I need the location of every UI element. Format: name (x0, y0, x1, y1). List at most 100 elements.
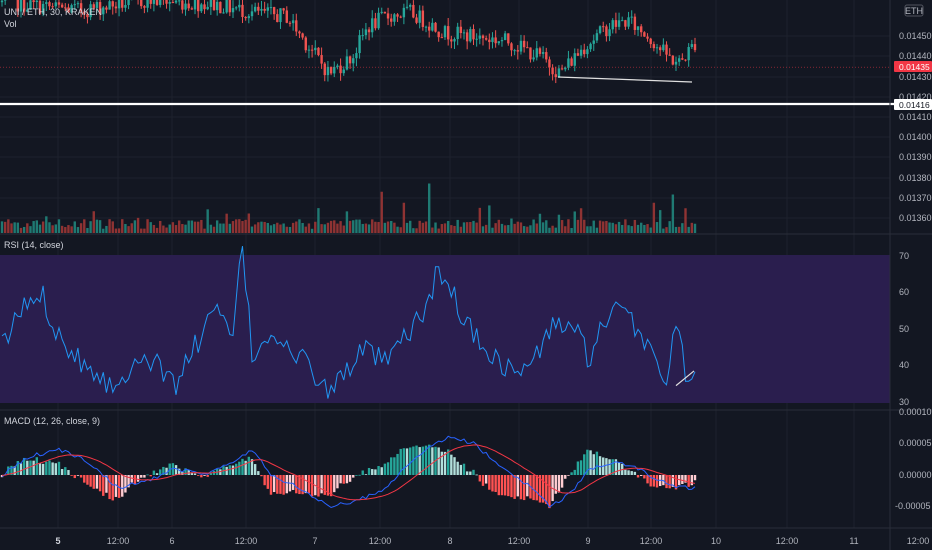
volume-bar (459, 226, 463, 233)
macd-histogram-bar (611, 459, 614, 475)
candle-body (418, 10, 421, 23)
price-axis[interactable]: ETH 0.01450 0.01440 0.01430 0.01420 0.01… (894, 4, 932, 223)
symbol-legend[interactable]: UNI / ETH, 30, KRAKEN (4, 7, 102, 17)
candle-body (355, 53, 358, 59)
candle-body (288, 22, 292, 24)
candle-body (215, 1, 219, 11)
macd-histogram-bar (124, 475, 127, 493)
candle-body (396, 14, 399, 17)
candle-body (576, 53, 580, 56)
candle-body (35, 0, 39, 3)
macd-histogram-bar (424, 445, 428, 475)
price-tick: 0.01440 (899, 51, 932, 61)
volume-bar (402, 202, 406, 233)
macd-histogram-bar (67, 470, 70, 475)
candle-body (674, 61, 678, 65)
volume-bar (424, 221, 428, 233)
rsi-trend-line[interactable] (675, 370, 695, 387)
macd-histogram-bar (513, 475, 516, 499)
volume-bar (684, 208, 687, 233)
volume-bar (450, 225, 453, 233)
volume-bar (579, 208, 583, 233)
candle-body (434, 22, 437, 32)
candle-body (203, 4, 206, 10)
volume-bar (193, 221, 197, 233)
volume-bar (339, 221, 342, 233)
rsi-axis[interactable]: 70 60 50 40 30 (899, 251, 909, 407)
macd-histogram-bar (238, 461, 241, 475)
time-tick: 12:00 (235, 536, 258, 546)
volume-bar (73, 221, 76, 233)
candle-body (152, 0, 156, 4)
volume-bar (133, 220, 137, 233)
candle-body (79, 3, 83, 12)
volume-bar (551, 225, 554, 233)
candle-body (386, 13, 390, 19)
volume-bar (386, 221, 390, 233)
candle-body (187, 3, 190, 9)
rsi-tick: 40 (899, 360, 909, 370)
volume-bar (484, 224, 488, 233)
volume-bar (269, 225, 273, 233)
volume-bar (276, 222, 279, 233)
macd-histogram-bar (532, 475, 535, 501)
candle-body (545, 52, 548, 60)
rsi-legend[interactable]: RSI (14, close) (4, 240, 64, 250)
volume-bar (437, 228, 440, 233)
candle-body (579, 49, 583, 56)
candle-body (671, 55, 675, 65)
candle-body (690, 44, 694, 47)
macd-legend[interactable]: MACD (12, 26, close, 9) (4, 416, 100, 426)
candle-body (247, 16, 251, 19)
volume-bar (260, 221, 263, 233)
macd-histogram-bar (241, 458, 244, 475)
price-trend-line[interactable] (557, 76, 693, 83)
volume-bar (516, 221, 519, 233)
candle-body (38, 0, 42, 14)
macd-histogram-bar (45, 461, 48, 475)
vol-legend[interactable]: Vol (4, 19, 17, 29)
candle-body (446, 26, 450, 40)
macd-histogram-bar (282, 475, 285, 495)
time-axis[interactable]: 5 12:00 6 12:00 7 12:00 8 12:00 9 12:00 … (55, 536, 929, 546)
macd-histogram-bar (361, 470, 364, 475)
candle-body (3, 0, 7, 1)
candle-body (662, 44, 665, 51)
macd-histogram-bar (10, 465, 13, 475)
candle-body (507, 33, 510, 44)
volume-bar (671, 194, 675, 233)
candle-body (333, 66, 336, 74)
macd-axis[interactable]: 0.00010 0.00005 0.00000 -0.00005 (895, 407, 932, 511)
candle-body (105, 7, 108, 10)
volume-bar (522, 226, 526, 233)
volume-bar (32, 221, 35, 233)
candle-body (427, 26, 431, 31)
currency-badge[interactable] (904, 4, 924, 17)
candle-body (285, 10, 288, 23)
macd-histogram-bar (76, 475, 80, 476)
macd-histogram-bar (209, 472, 213, 475)
candle-body (250, 11, 254, 17)
volume-bar (108, 219, 111, 233)
volume-bar (412, 228, 415, 233)
candle-body (598, 26, 602, 34)
candle-body (301, 33, 304, 38)
candle-body (178, 0, 181, 2)
candle-body (649, 38, 652, 45)
volume-bar (225, 213, 228, 233)
candle-body (298, 31, 301, 34)
macd-histogram-bar (465, 471, 469, 475)
candle-body (450, 39, 453, 42)
volume-bar (453, 225, 456, 233)
candle-body (551, 67, 554, 75)
macd-histogram-bar (681, 475, 684, 485)
volume-bar (57, 219, 61, 233)
volume-bar (320, 224, 323, 233)
candle-body (658, 47, 662, 51)
candle-body (361, 35, 364, 37)
macd-histogram-bar (595, 451, 599, 475)
candle-body (307, 49, 311, 51)
candle-body (83, 11, 86, 14)
